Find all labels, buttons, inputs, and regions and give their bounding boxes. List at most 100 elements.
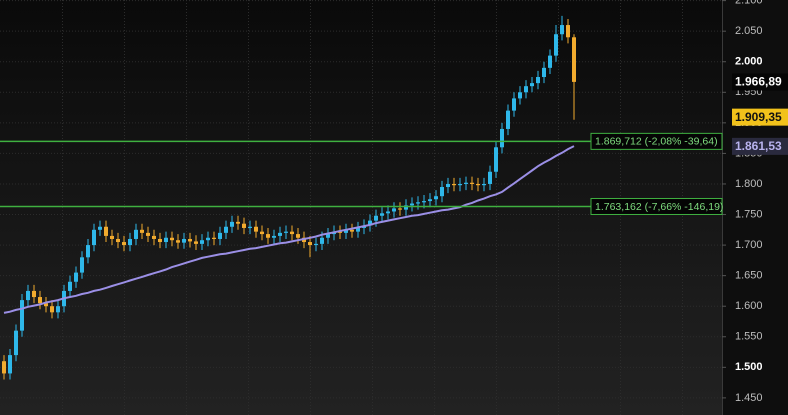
candle-body	[140, 229, 144, 233]
candle-body	[218, 232, 222, 239]
candle-body	[176, 240, 180, 243]
candle-body	[392, 208, 396, 212]
y-tick-label: 2.000	[735, 56, 763, 68]
y-tick-label: 1.600	[735, 300, 763, 312]
candle-body	[458, 183, 462, 186]
candle-body	[236, 221, 240, 224]
y-tick-label: 1.650	[735, 270, 763, 282]
candle-body	[20, 300, 24, 331]
candle-body	[368, 220, 372, 226]
level-label: 1.869,712 (-2,08% -39,64)	[595, 136, 718, 148]
candle-body	[476, 183, 480, 186]
candle-body	[32, 290, 36, 298]
candle-body	[248, 226, 252, 228]
y-tick-label: 1.450	[735, 392, 763, 404]
candle-body	[350, 229, 354, 232]
candle-body	[446, 183, 450, 188]
candle-body	[356, 227, 360, 232]
candle-body	[548, 55, 552, 68]
candle-body	[92, 229, 96, 246]
candle-body	[14, 330, 18, 356]
candle-body	[470, 182, 474, 184]
axis-background	[722, 0, 788, 415]
moving-average-line	[3, 145, 575, 314]
candle-body	[80, 257, 84, 273]
price-tag	[732, 137, 788, 155]
candle-body	[386, 211, 390, 214]
candle-body	[38, 297, 42, 304]
candle-body	[158, 238, 162, 243]
candle-body	[536, 77, 540, 84]
candle-body	[170, 237, 174, 241]
candle-body	[206, 237, 210, 241]
candle-body	[524, 86, 528, 93]
candle-body	[110, 235, 114, 239]
candle-body	[440, 187, 444, 197]
candle-body	[74, 272, 78, 282]
candle-body	[374, 215, 378, 221]
candle-body	[122, 242, 126, 246]
candle-body	[560, 25, 564, 35]
candle-body	[146, 232, 150, 236]
candle-body	[488, 171, 492, 184]
candle-body	[290, 231, 294, 235]
candle-body	[242, 223, 246, 228]
y-tick-label: 2.050	[735, 25, 763, 37]
candle-body	[416, 202, 420, 204]
candle-body	[44, 303, 48, 307]
candle-body	[50, 306, 54, 313]
candle-body	[554, 34, 558, 56]
level-label: 1.763,162 (-7,66% -146,19)	[595, 201, 723, 213]
candle-body	[212, 237, 216, 239]
level-label-box	[590, 132, 723, 150]
y-tick-label: 1.500	[735, 361, 763, 373]
y-tick-label: 1.550	[735, 331, 763, 343]
candle-body	[542, 67, 546, 78]
price-tag-label: 1.861,53	[735, 139, 782, 153]
candle-body	[134, 229, 138, 239]
level-label-box	[590, 197, 723, 215]
y-tick-label: 1.700	[735, 239, 763, 251]
candle-body	[500, 128, 504, 148]
candle-body	[56, 306, 60, 313]
candle-body	[284, 231, 288, 233]
candle-body	[188, 238, 192, 242]
candle-body	[320, 237, 324, 244]
candle-body	[326, 234, 330, 238]
price-tag-label: 1.966,89	[735, 75, 782, 89]
candle-body	[296, 234, 300, 238]
candle-body	[434, 196, 438, 200]
candle-body	[266, 234, 270, 238]
y-tick-label: 1.800	[735, 178, 763, 190]
candle-body	[116, 238, 120, 243]
candle-body	[380, 213, 384, 216]
candle-body	[464, 182, 468, 184]
candle-body	[104, 226, 108, 236]
candle-body	[200, 240, 204, 244]
candle-body	[152, 235, 156, 239]
candle-body	[314, 243, 318, 246]
y-tick-label: 2.100	[735, 0, 763, 7]
candle-body	[68, 281, 72, 291]
candle-body	[278, 232, 282, 236]
candle-body	[398, 208, 402, 210]
candle-body	[230, 221, 234, 227]
candle-body	[566, 25, 570, 38]
candle-body	[224, 226, 228, 233]
candle-body	[518, 92, 522, 99]
candle-body	[26, 290, 30, 301]
candle-body	[530, 83, 534, 87]
candle-body	[572, 37, 576, 82]
candle-body	[452, 183, 456, 186]
candle-body	[428, 199, 432, 202]
candle-body	[344, 229, 348, 233]
price-tag-label: 1.909,35	[735, 110, 782, 124]
candle-body	[194, 241, 198, 244]
candle-body	[506, 110, 510, 129]
candle-body	[182, 238, 186, 243]
candle-body	[2, 361, 6, 374]
candle-body	[260, 231, 264, 235]
candle-body	[494, 147, 498, 172]
candle-body	[404, 205, 408, 210]
